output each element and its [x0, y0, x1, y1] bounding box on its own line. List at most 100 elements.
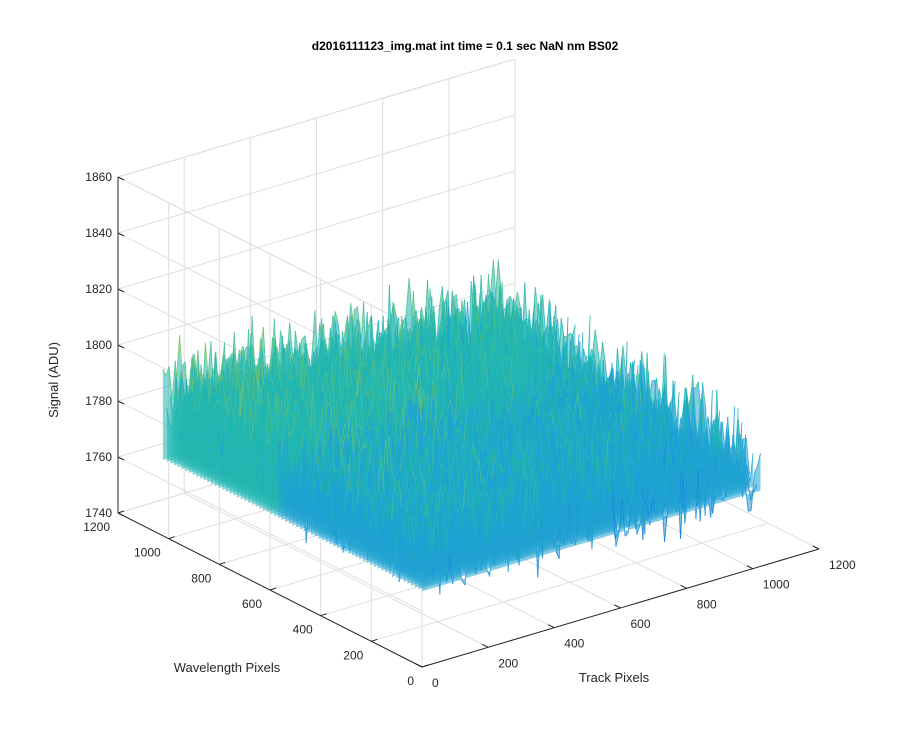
surface-segment [192, 386, 197, 413]
surface-segment [180, 393, 185, 402]
surface-segment [408, 277, 413, 316]
surface-segment [421, 344, 426, 357]
surface-segment [440, 329, 445, 357]
surface-segment [188, 389, 193, 439]
surface-segment [242, 346, 247, 365]
surface-segment [315, 389, 320, 395]
surface-segment [326, 346, 331, 356]
surface-segment [532, 331, 537, 339]
surface-segment [184, 391, 188, 395]
surface-segment [195, 371, 200, 380]
surface-segment [516, 304, 521, 318]
surface-segment [505, 299, 510, 344]
surface-segment [448, 314, 453, 318]
surface-segment [166, 407, 171, 425]
surface-segment [409, 331, 414, 342]
surface-segment [439, 296, 444, 336]
surface-segment [392, 340, 397, 351]
surface-segment [498, 329, 503, 361]
surface-segment [289, 322, 294, 358]
surface-segment [294, 365, 299, 383]
surface-segment [428, 337, 433, 344]
surface-segment [510, 314, 515, 328]
surface-segment [457, 333, 462, 345]
surface-segment [169, 396, 174, 415]
surface-segment [492, 259, 497, 308]
surface-segment [272, 337, 277, 381]
surface-segment [438, 286, 443, 309]
surface-segment [386, 327, 391, 332]
surface-segment [239, 345, 244, 355]
surface-segment [217, 404, 222, 451]
surface-segment [473, 306, 478, 346]
surface-segment [222, 375, 227, 412]
surface-segment [398, 316, 403, 377]
surface-segment [265, 380, 270, 390]
surface-segment [454, 333, 459, 346]
box-edge [117, 58, 516, 178]
surface-segment [235, 350, 240, 371]
surface-segment [429, 288, 434, 321]
surface-segment [189, 353, 194, 389]
surface-segment [317, 369, 322, 394]
surface-segment [294, 330, 299, 354]
surface-segment [221, 430, 226, 459]
surface-segment [506, 296, 511, 301]
surface-segment [483, 300, 488, 332]
surface-segment [413, 320, 418, 329]
surface-segment [545, 299, 550, 330]
surface-segment [187, 391, 192, 404]
surface-segment [444, 290, 449, 303]
surface-segment [176, 335, 181, 378]
surface-segment [456, 343, 461, 375]
surface-segment [314, 310, 319, 363]
surface-segment [332, 315, 337, 324]
surface-segment [232, 419, 237, 468]
surface-segment [392, 302, 397, 336]
surface-segment [453, 294, 457, 298]
surface-segment [272, 379, 277, 417]
surface-segment [356, 306, 361, 335]
surface-segment [380, 347, 385, 373]
surface-segment [516, 291, 521, 309]
surface-segment [316, 356, 321, 386]
surface-segment [184, 409, 189, 430]
surface-segment [286, 343, 291, 366]
surface-segment [347, 349, 352, 385]
grid-line [183, 492, 489, 648]
surface-segment [414, 350, 419, 373]
surface-segment [334, 346, 339, 366]
surface-segment [165, 366, 170, 376]
surface-segment [181, 361, 186, 367]
surface-segment [509, 296, 514, 304]
surface-segment [436, 334, 441, 346]
surface-segment [269, 337, 273, 381]
grid-line [117, 226, 516, 346]
surface-segment [177, 431, 182, 439]
surface-segment [456, 294, 461, 328]
grid-line [117, 114, 516, 234]
surface-segment [334, 311, 339, 324]
grid-line [117, 456, 423, 612]
surface-segment [202, 373, 207, 383]
grid-line [117, 170, 516, 290]
surface-segment [218, 429, 222, 459]
surface-segment [225, 400, 230, 416]
surface-segment [362, 361, 366, 367]
surface-segment [335, 332, 339, 336]
surface-segment [349, 343, 353, 351]
surface-segment [209, 368, 214, 396]
surface-segment [244, 369, 249, 375]
surface-segment [206, 392, 211, 461]
surface-segment [265, 370, 270, 374]
surface-segment [370, 348, 374, 377]
surface-segment [389, 341, 394, 348]
surface-segment [360, 302, 365, 354]
surface-segment [220, 414, 225, 451]
surface-segment [519, 317, 524, 323]
surface-segment [363, 302, 368, 376]
surface-segment [430, 312, 435, 327]
surface-segment [213, 399, 218, 409]
surface-segment [417, 341, 422, 357]
surface-segment [172, 377, 177, 415]
